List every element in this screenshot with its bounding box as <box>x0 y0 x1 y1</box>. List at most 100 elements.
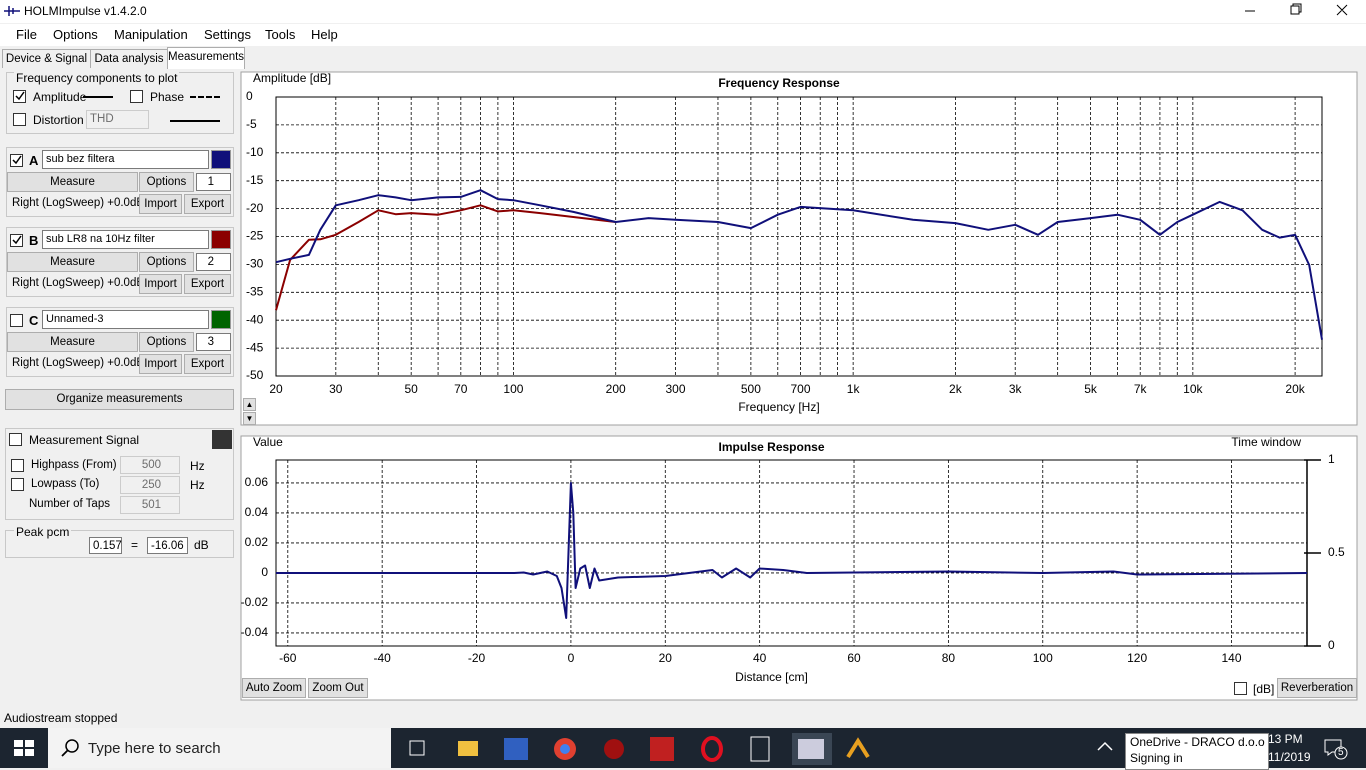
badge: 5 <box>1338 747 1344 758</box>
button[interactable]: Options <box>139 332 194 352</box>
measurement-group <box>6 227 234 297</box>
menu-item[interactable]: Manipulation <box>114 27 188 42</box>
checkbox[interactable] <box>1234 682 1247 695</box>
x-tick-label: 300 <box>666 382 686 396</box>
color-swatch[interactable] <box>211 150 231 169</box>
y-tick-label: -15 <box>246 173 264 187</box>
x-tick-label: 5k <box>1084 382 1098 396</box>
x-axis-label: Frequency [Hz] <box>738 400 819 414</box>
button[interactable]: Zoom Out <box>308 678 368 698</box>
spin-box[interactable]: 2 <box>196 253 231 271</box>
button[interactable]: Auto Zoom <box>242 678 306 698</box>
checkbox[interactable] <box>9 433 22 446</box>
button[interactable]: Export <box>184 194 231 214</box>
clock-time: 13 PM <box>1268 732 1303 746</box>
button[interactable]: Export <box>184 354 231 374</box>
x-tick-label: 2k <box>949 382 963 396</box>
taskbar-apps[interactable] <box>400 733 900 765</box>
checkbox[interactable] <box>13 113 26 126</box>
tab[interactable]: Device & Signal <box>2 49 91 68</box>
line-sample <box>83 96 113 98</box>
group-title: Peak pcm <box>14 525 72 539</box>
x-tick-label: 100 <box>1033 651 1053 665</box>
menu-bar <box>0 24 1366 46</box>
plot-frame <box>275 96 1323 377</box>
scroll-up[interactable]: ▲ <box>243 398 256 411</box>
button[interactable]: Organize measurements <box>5 389 234 410</box>
x-tick-label: 7k <box>1134 382 1148 396</box>
select[interactable]: THD <box>86 110 149 129</box>
text-field[interactable]: 0.157 <box>89 537 122 554</box>
measurement-select[interactable]: sub bez filtera <box>42 150 209 169</box>
x-tick-label: 700 <box>791 382 811 396</box>
menu-item[interactable]: Options <box>53 27 98 42</box>
status-bar <box>0 706 1366 728</box>
x-tick-label: 120 <box>1127 651 1147 665</box>
checkbox[interactable] <box>10 154 23 167</box>
x-tick-label: 20 <box>269 382 283 396</box>
y2-tick-label: 0 <box>1328 638 1335 652</box>
window-controls[interactable] <box>1236 0 1366 23</box>
line-sample <box>170 120 220 122</box>
spin-box[interactable]: 1 <box>196 173 231 191</box>
color-swatch[interactable] <box>211 230 231 249</box>
toast-title: OneDrive - DRACO d.o.o <box>1130 735 1265 749</box>
sweep-label: Right (LogSweep) +0.0dB <box>12 357 145 369</box>
measurement-letter: A <box>29 153 39 168</box>
menu-item[interactable]: Tools <box>265 27 296 42</box>
button[interactable]: Measure <box>7 172 138 192</box>
button[interactable]: Options <box>139 172 194 192</box>
measurement-select[interactable]: Unnamed-3 <box>42 310 209 329</box>
measurement-group <box>6 307 234 377</box>
y-tick-label: 0.02 <box>245 535 269 549</box>
x-tick-label: 50 <box>405 382 419 396</box>
menu-item[interactable]: File <box>16 27 37 42</box>
y-tick-label: -50 <box>246 368 264 382</box>
menu-item[interactable]: Settings <box>204 27 251 42</box>
checkbox[interactable] <box>130 90 143 103</box>
x-tick-label: -20 <box>468 651 486 665</box>
color-swatch[interactable] <box>211 310 231 329</box>
start-button[interactable] <box>14 739 34 757</box>
app-icon <box>4 6 20 16</box>
checkbox[interactable] <box>10 234 23 247</box>
text-field[interactable]: -16.06 <box>147 537 188 554</box>
checkbox[interactable] <box>11 459 24 472</box>
y-tick-label: -25 <box>246 229 264 243</box>
search-box[interactable] <box>48 728 391 768</box>
spin-box[interactable]: 250 <box>120 476 180 494</box>
spin-box[interactable]: 501 <box>120 496 180 514</box>
button[interactable]: Measure <box>7 332 138 352</box>
spin-box[interactable]: 500 <box>120 456 180 474</box>
scroll-down[interactable]: ▼ <box>243 412 256 425</box>
button[interactable]: Measure <box>7 252 138 272</box>
status-text: Audiostream stopped <box>4 711 118 725</box>
checkbox[interactable] <box>11 478 24 491</box>
y2-tick-label: 0.5 <box>1328 545 1345 559</box>
menu-item[interactable]: Help <box>311 27 338 42</box>
x-tick-label: 100 <box>503 382 523 396</box>
button[interactable]: Import <box>139 354 182 374</box>
tray-arrow[interactable] <box>1096 740 1114 754</box>
button[interactable]: Reverberation <box>1277 678 1357 698</box>
tab[interactable]: Measurements <box>167 47 245 69</box>
measurement-select[interactable]: sub LR8 na 10Hz filter <box>42 230 209 249</box>
label: Measurement Signal <box>29 433 140 447</box>
button[interactable]: Options <box>139 252 194 272</box>
x-tick-label: 70 <box>454 382 468 396</box>
tab[interactable]: Data analysis <box>90 49 168 68</box>
y-tick-label: -35 <box>246 284 264 298</box>
button[interactable]: Import <box>139 194 182 214</box>
button[interactable]: Export <box>184 274 231 294</box>
checkbox[interactable] <box>10 314 23 327</box>
button[interactable]: Import <box>139 274 182 294</box>
y-tick-label: 0 <box>246 89 253 103</box>
color-swatch[interactable] <box>212 430 232 449</box>
action-center[interactable] <box>1324 738 1348 760</box>
y-tick-label: -45 <box>246 340 264 354</box>
search-placeholder: Type here to search <box>88 740 221 757</box>
y2-axis-label: Time window <box>1231 435 1301 449</box>
spin-box[interactable]: 3 <box>196 333 231 351</box>
x-tick-label: 3k <box>1009 382 1023 396</box>
checkbox[interactable] <box>13 90 26 103</box>
